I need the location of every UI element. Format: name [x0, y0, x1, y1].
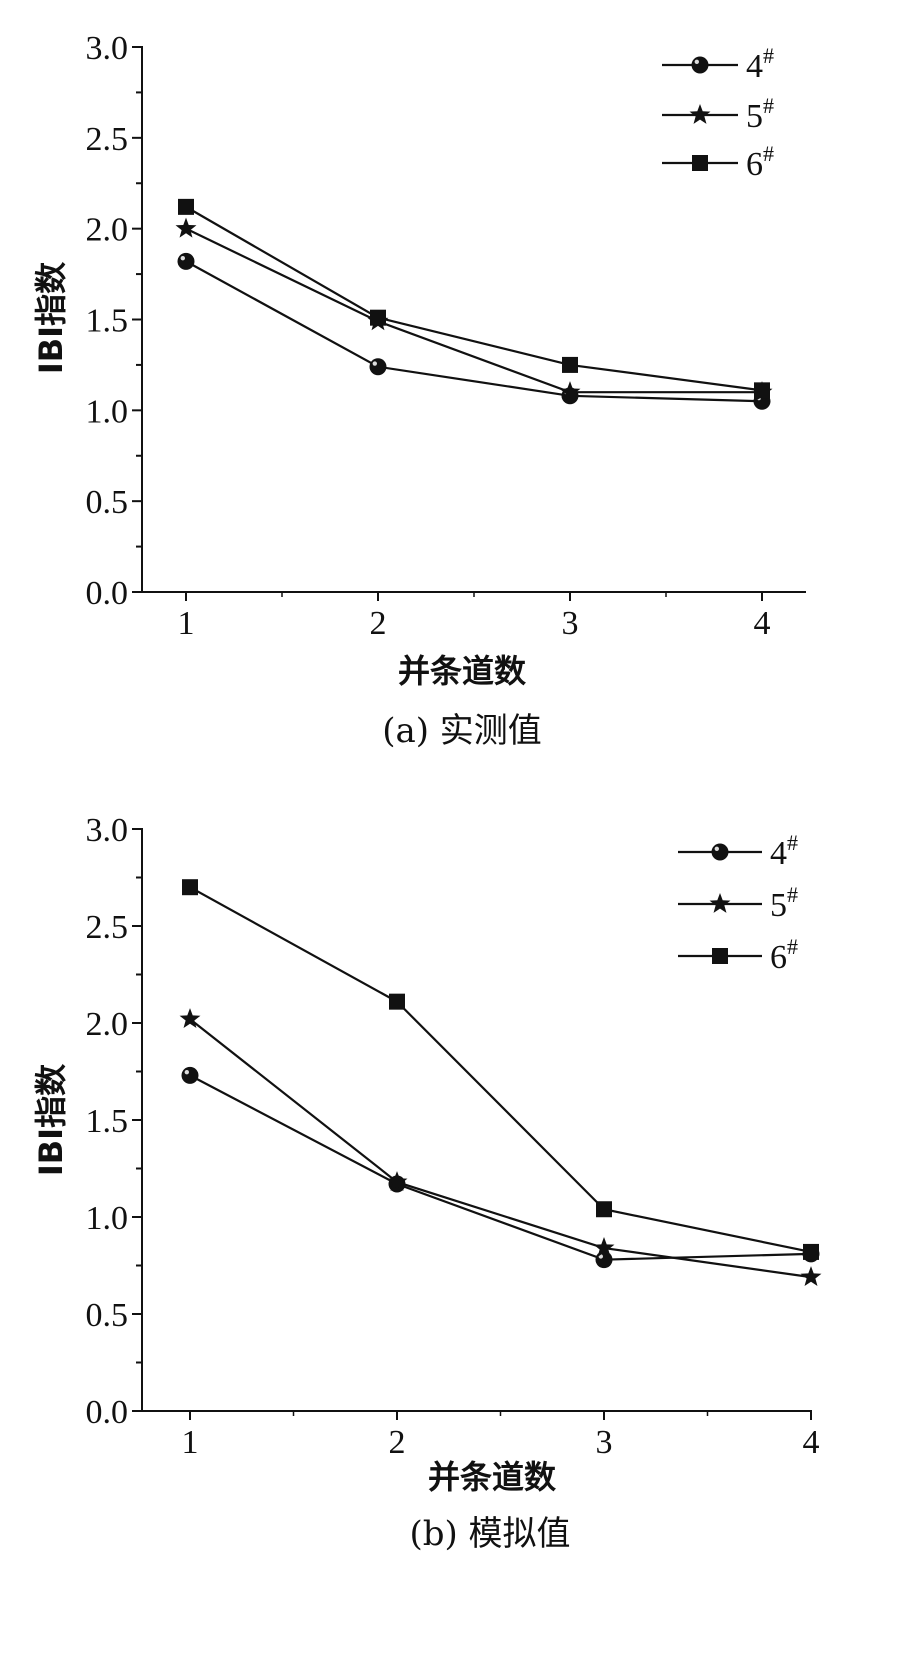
series-line-6	[185, 205, 763, 392]
x-tick-label: 2	[370, 605, 387, 642]
y-tick-label: 3.0	[86, 30, 129, 67]
y-tick-label: 2.0	[86, 1006, 129, 1043]
legend-label-6: 6#	[770, 934, 798, 976]
x-tick-label: 3	[562, 605, 579, 642]
x-tick-label: 4	[754, 605, 771, 642]
y-tick-label: 1.0	[86, 1200, 129, 1237]
legend-label-6: 6#	[746, 141, 774, 183]
data-point-6	[389, 993, 405, 1010]
legend-marker-4-highlight	[714, 846, 719, 851]
y-tick-label: 0.5	[86, 484, 129, 521]
data-point-4	[595, 1251, 613, 1269]
legend-marker-5	[689, 104, 711, 124]
data-point-5	[800, 1266, 822, 1287]
data-point-5	[386, 1171, 408, 1191]
series-line-5	[185, 227, 762, 394]
legend-label-5: 5#	[746, 93, 774, 135]
legend-label-4: 4#	[746, 43, 774, 85]
x-tick-label: 1	[182, 1424, 199, 1461]
x-tick-label: 2	[389, 1424, 406, 1461]
data-point-4	[177, 252, 195, 270]
y-tick-label: 2.0	[86, 212, 129, 249]
series-line-5	[189, 1018, 812, 1279]
legend-marker-6	[692, 155, 708, 171]
data-point-5	[559, 381, 581, 402]
legend-superscript: #	[787, 882, 798, 907]
legend-marker-6	[712, 948, 728, 964]
panel-caption: (a) 实测值	[382, 711, 542, 751]
legend-marker-5	[709, 893, 731, 913]
x-axis-title: 并条道数	[398, 652, 527, 690]
y-tick-label: 1.0	[86, 393, 129, 430]
y-tick-label: 0.5	[86, 1297, 129, 1334]
data-point-4-highlight	[184, 1069, 189, 1075]
data-point-5	[179, 1008, 201, 1029]
x-tick-label: 3	[596, 1424, 613, 1461]
series-line-4	[189, 1074, 812, 1261]
panel-caption: (b) 模拟值	[409, 1514, 570, 1554]
data-point-6	[182, 879, 198, 896]
legend-label-4: 4#	[770, 830, 798, 872]
x-axis-title: 并条道数	[428, 1458, 557, 1496]
data-point-4-highlight	[372, 361, 377, 366]
data-point-6	[562, 356, 578, 373]
data-point-4-highlight	[180, 255, 185, 261]
y-axis-title: IBI指数	[32, 1063, 70, 1176]
legend-superscript: #	[763, 141, 774, 166]
legend-superscript: #	[787, 934, 798, 959]
data-point-6	[178, 198, 194, 215]
y-tick-label: 0.0	[86, 1394, 129, 1431]
y-tick-label: 0.0	[86, 575, 129, 612]
y-tick-label: 1.5	[86, 303, 129, 340]
series-line-4	[185, 260, 763, 403]
legend-marker-4	[711, 843, 729, 861]
legend-marker-4-highlight	[694, 59, 699, 64]
x-tick-label: 4	[803, 1424, 820, 1461]
y-tick-label: 1.5	[86, 1103, 129, 1140]
data-point-6	[370, 309, 386, 326]
y-tick-label: 3.0	[86, 812, 129, 849]
series-line-6	[189, 886, 812, 1253]
data-point-5	[593, 1237, 615, 1257]
legend-superscript: #	[763, 93, 774, 118]
data-point-6	[803, 1243, 819, 1260]
legend-superscript: #	[787, 830, 798, 855]
data-point-4	[369, 358, 387, 376]
y-tick-label: 2.5	[86, 121, 129, 158]
legend-superscript: #	[763, 43, 774, 68]
data-point-5	[175, 217, 197, 238]
data-point-4	[181, 1066, 199, 1084]
data-point-6	[596, 1201, 612, 1218]
data-point-6	[754, 382, 770, 399]
legend-label-5: 5#	[770, 882, 798, 924]
x-tick-label: 1	[178, 605, 195, 642]
legend-marker-4	[691, 56, 709, 74]
y-axis-title: IBI指数	[32, 261, 70, 374]
y-tick-label: 2.5	[86, 909, 129, 946]
